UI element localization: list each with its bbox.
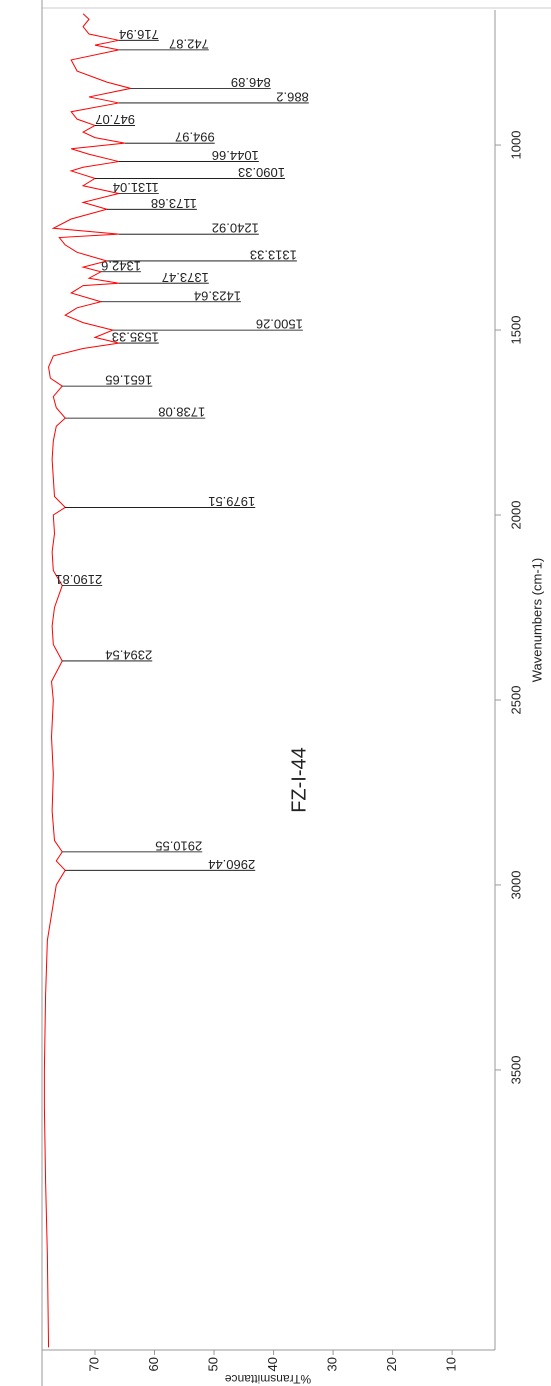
peak-label: 2394.54 — [105, 648, 152, 663]
x-tick-label: 2000 — [508, 501, 523, 530]
x-tick-label: 1000 — [508, 131, 523, 160]
peak-label: 1313.33 — [250, 248, 297, 263]
peak-label: 1738.08 — [158, 405, 205, 420]
y-tick-label: 20 — [384, 1357, 399, 1371]
x-tick-label: 2500 — [508, 686, 523, 715]
peak-label: 994.97 — [175, 130, 215, 145]
x-tick-label: 3500 — [508, 1055, 523, 1084]
x-tick-label: 1500 — [508, 316, 523, 345]
peak-label: 886.2 — [276, 89, 309, 104]
peak-label: 1090.33 — [238, 165, 285, 180]
peak-label: 742.87 — [169, 36, 209, 51]
plot: FZ-I-44 Wavenumbers (cm-1) %Transmittanc… — [42, 10, 544, 1386]
peak-label: 1131.04 — [113, 180, 159, 195]
peak-label: 1651.65 — [105, 373, 152, 388]
peak-label: 1342.6 — [101, 258, 141, 273]
peak-label: 1173.68 — [151, 196, 197, 211]
y-tick-label: 60 — [146, 1357, 161, 1371]
y-tick-label: 10 — [444, 1357, 459, 1371]
y-tick-label: 40 — [265, 1357, 280, 1371]
peak-label: 1979.51 — [208, 494, 255, 509]
y-axis-label: %Transmittance — [225, 1372, 312, 1386]
x-tick-label: 3000 — [508, 870, 523, 899]
peak-label: 1535.33 — [112, 330, 159, 345]
peak-label: 846.89 — [231, 75, 271, 90]
peak-label: 947.07 — [95, 112, 135, 127]
y-tick-label: 30 — [325, 1357, 340, 1371]
peak-label: 2190.81 — [55, 572, 102, 587]
peak-label: 2960.44 — [208, 857, 255, 872]
y-tick-label: 50 — [205, 1357, 220, 1371]
peak-label: 1423.64 — [194, 288, 241, 303]
peak-label: 1240.92 — [212, 221, 259, 236]
spectrum-line — [43, 13, 131, 1348]
chart-title: FZ-I-44 — [288, 747, 310, 813]
peak-label: 1373.47 — [162, 270, 209, 285]
peak-label: 2910.55 — [155, 838, 202, 853]
y-tick-label: 70 — [86, 1357, 101, 1371]
peak-label: 716.94 — [119, 27, 159, 42]
x-axis-label: Wavenumbers (cm-1) — [529, 558, 544, 682]
peak-label: 1500.26 — [256, 317, 303, 332]
peak-label: 1044.66 — [212, 148, 259, 163]
